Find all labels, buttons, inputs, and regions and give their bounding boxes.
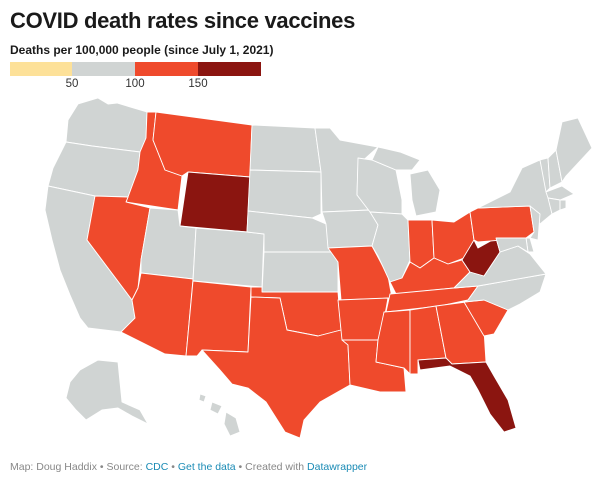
state-wyoming[interactable] [179,171,251,233]
state-massachusetts[interactable] [545,185,575,201]
us-choropleth-map [44,97,593,439]
state-north-dakota[interactable] [249,124,322,173]
get-data-link[interactable]: Get the data [177,461,236,473]
state-south-dakota[interactable] [247,169,322,219]
state-colorado[interactable] [192,227,265,288]
state-maryland[interactable] [495,237,529,253]
legend-bin-4 [198,62,261,76]
legend-tick-50: 50 [65,78,79,90]
credits-sep-1: • [168,461,178,473]
credits-footer: Map: Doug Haddix • Source: CDC • Get the… [10,461,367,473]
legend-bin-2 [72,62,135,76]
legend-bin-3 [135,62,198,76]
state-montana[interactable] [152,111,253,178]
state-new-mexico[interactable] [185,280,252,357]
state-florida[interactable] [417,357,517,433]
state-michigan[interactable] [371,146,441,217]
credits-prefix: Map: Doug Haddix • Source: [10,461,146,473]
state-new-jersey[interactable] [529,205,541,241]
state-alaska[interactable] [65,359,149,425]
state-iowa[interactable] [321,209,379,249]
state-texas[interactable] [201,296,351,439]
source-link[interactable]: CDC [145,461,169,473]
credits-sep-2: • Created with [235,461,308,473]
chart-title: COVID death rates since vaccines [10,8,356,33]
state-maine[interactable] [555,117,593,183]
legend-tick-100: 100 [125,78,145,90]
state-kansas[interactable] [261,251,339,293]
datawrapper-link[interactable]: Datawrapper [307,461,368,473]
legend-bin-1 [10,62,72,76]
state-rhode-island[interactable] [559,199,567,211]
state-pennsylvania[interactable] [469,205,535,243]
chart-subtitle: Deaths per 100,000 people (since July 1,… [10,43,274,57]
legend-tick-150: 150 [188,78,208,90]
color-legend: 50 100 150 [10,62,261,92]
state-hawaii[interactable] [198,393,241,437]
